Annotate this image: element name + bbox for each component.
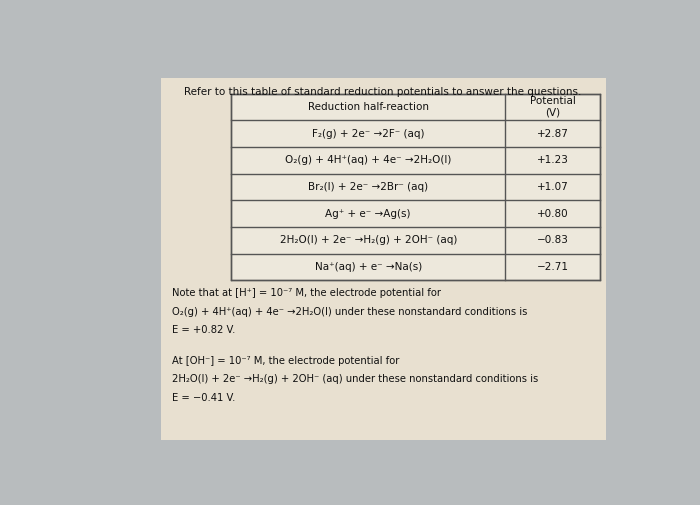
Text: Br₂(l) + 2e⁻ →2Br⁻ (aq): Br₂(l) + 2e⁻ →2Br⁻ (aq) [308, 182, 428, 192]
Text: +1.23: +1.23 [537, 156, 568, 165]
Text: F₂(g) + 2e⁻ →2F⁻ (aq): F₂(g) + 2e⁻ →2F⁻ (aq) [312, 129, 424, 139]
Text: Na⁺(aq) + e⁻ →Na(s): Na⁺(aq) + e⁻ →Na(s) [314, 262, 422, 272]
Text: O₂(g) + 4H⁺(aq) + 4e⁻ →2H₂O(l): O₂(g) + 4H⁺(aq) + 4e⁻ →2H₂O(l) [285, 156, 452, 165]
Bar [231, 93, 600, 280]
Text: +0.80: +0.80 [537, 209, 568, 219]
Text: 2H₂O(l) + 2e⁻ →H₂(g) + 2OH⁻ (aq): 2H₂O(l) + 2e⁻ →H₂(g) + 2OH⁻ (aq) [279, 235, 457, 245]
Text: −0.83: −0.83 [537, 235, 568, 245]
Text: Reduction half-reaction: Reduction half-reaction [308, 102, 428, 112]
Text: Note that at [H⁺] = 10⁻⁷ M, the electrode potential for: Note that at [H⁺] = 10⁻⁷ M, the electrod… [172, 288, 440, 298]
Text: +2.87: +2.87 [537, 129, 568, 139]
Text: 2H₂O(l) + 2e⁻ →H₂(g) + 2OH⁻ (aq) under these nonstandard conditions is: 2H₂O(l) + 2e⁻ →H₂(g) + 2OH⁻ (aq) under t… [172, 374, 538, 384]
Text: E = +0.82 V.: E = +0.82 V. [172, 325, 235, 335]
Text: +1.07: +1.07 [537, 182, 568, 192]
Text: Ag⁺ + e⁻ →Ag(s): Ag⁺ + e⁻ →Ag(s) [326, 209, 411, 219]
Text: Potential
(V): Potential (V) [530, 96, 575, 118]
Text: −2.71: −2.71 [537, 262, 568, 272]
Text: At [OH⁻] = 10⁻⁷ M, the electrode potential for: At [OH⁻] = 10⁻⁷ M, the electrode potenti… [172, 356, 399, 366]
Text: E = −0.41 V.: E = −0.41 V. [172, 393, 235, 403]
Text: O₂(g) + 4H⁺(aq) + 4e⁻ →2H₂O(l) under these nonstandard conditions is: O₂(g) + 4H⁺(aq) + 4e⁻ →2H₂O(l) under the… [172, 307, 527, 317]
Text: Refer to this table of standard reduction potentials to answer the questions.: Refer to this table of standard reductio… [185, 87, 582, 96]
Bar [161, 78, 606, 440]
